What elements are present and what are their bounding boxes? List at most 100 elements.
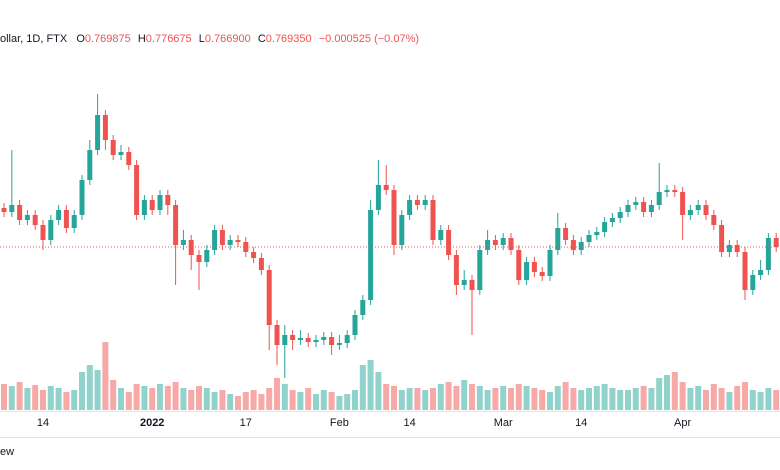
open-label: O <box>76 33 85 45</box>
candle-body <box>71 215 77 228</box>
candle-body <box>711 215 717 225</box>
volume-bar <box>632 388 639 410</box>
volume-bar <box>219 390 226 410</box>
candle-body <box>56 210 62 220</box>
candle-body <box>149 200 155 210</box>
candle-body <box>352 315 358 335</box>
volume-bar <box>367 360 374 410</box>
low-label: L <box>199 33 205 45</box>
candle-body <box>313 340 319 342</box>
volume-bar <box>539 390 546 410</box>
candle-body <box>703 205 709 215</box>
candle-body <box>578 242 584 250</box>
candle-body <box>672 190 678 192</box>
volume-bar <box>133 384 140 410</box>
volume-bar <box>531 388 538 410</box>
candle-body <box>251 252 257 258</box>
volume-bar <box>40 390 46 410</box>
volume-bar <box>313 394 319 410</box>
volume-bar <box>625 390 631 410</box>
candle-body <box>687 210 693 215</box>
candle-body <box>360 300 366 315</box>
volume-bar <box>742 382 748 410</box>
candle-body <box>258 258 264 270</box>
candle-body <box>750 275 756 290</box>
x-tick-label: 14 <box>403 417 415 429</box>
volume-bar <box>554 386 561 410</box>
candle-body <box>664 190 670 192</box>
volume-bar <box>118 388 124 410</box>
candle-body <box>477 250 483 290</box>
volume-bar <box>344 394 351 410</box>
candle-body <box>274 325 280 345</box>
candle-body <box>180 240 186 245</box>
candle-body <box>375 185 381 210</box>
volume-bar <box>320 390 327 410</box>
volume-bar <box>773 390 780 410</box>
candle-body <box>173 205 179 245</box>
volume-bar <box>570 388 577 410</box>
volume-bar <box>398 390 405 410</box>
volume-bar <box>422 390 429 410</box>
volume-bar <box>710 384 717 410</box>
volume-bar <box>391 386 397 410</box>
volume-bar <box>157 384 163 410</box>
volume-bar <box>32 385 39 410</box>
volume-bar <box>523 386 530 410</box>
candle-body <box>539 272 545 276</box>
volume-bar <box>617 390 624 410</box>
candle-body <box>742 252 748 290</box>
volume-bar <box>16 382 23 410</box>
candle-body <box>641 202 647 212</box>
candle-body <box>765 238 771 270</box>
candle-body <box>297 338 303 340</box>
volume-bar <box>211 392 218 410</box>
candle-body <box>399 215 405 245</box>
candle-body <box>586 235 592 242</box>
volume-bar <box>1 384 7 410</box>
x-tick-label: Apr <box>674 417 691 429</box>
volume-bar <box>125 392 132 410</box>
volume-bar <box>375 372 382 410</box>
candle-body <box>555 228 561 250</box>
volume-bar <box>180 388 187 410</box>
candle-body <box>734 245 740 252</box>
volume-bar <box>359 365 366 410</box>
x-tick-label: 2022 <box>140 417 164 429</box>
volume-bar <box>8 386 15 410</box>
candle-body <box>391 190 397 245</box>
candle-body <box>758 270 764 275</box>
candle-body <box>87 150 93 180</box>
candle-body <box>414 200 420 205</box>
volume-bar <box>508 388 514 410</box>
volume-bar <box>47 386 54 410</box>
volume-bar <box>547 392 553 410</box>
candle-body <box>95 115 101 150</box>
volume-bar <box>492 388 499 410</box>
candle-body <box>329 337 335 345</box>
volume-bar <box>593 386 600 410</box>
candle-body <box>469 280 475 290</box>
volume-bar <box>656 378 663 410</box>
candle-body <box>446 230 452 255</box>
volume-bar <box>430 388 436 410</box>
volume-bar <box>250 390 257 410</box>
candle-body <box>633 202 639 205</box>
volume-bar <box>461 380 468 410</box>
candle-body <box>430 200 436 240</box>
volume-bar <box>640 386 647 410</box>
candle-body <box>617 212 623 218</box>
volume-bar <box>406 388 413 410</box>
volume-bar <box>586 388 592 410</box>
x-tick-label: 14 <box>575 417 587 429</box>
candle-body <box>625 205 631 212</box>
candle-body <box>648 205 654 212</box>
volume-bar <box>648 388 655 410</box>
volume-bar <box>172 382 179 410</box>
candle-body <box>344 335 350 343</box>
volume-bar <box>383 384 390 410</box>
volume-bar <box>687 388 694 410</box>
candle-body <box>24 215 30 220</box>
candle-body <box>695 205 701 210</box>
